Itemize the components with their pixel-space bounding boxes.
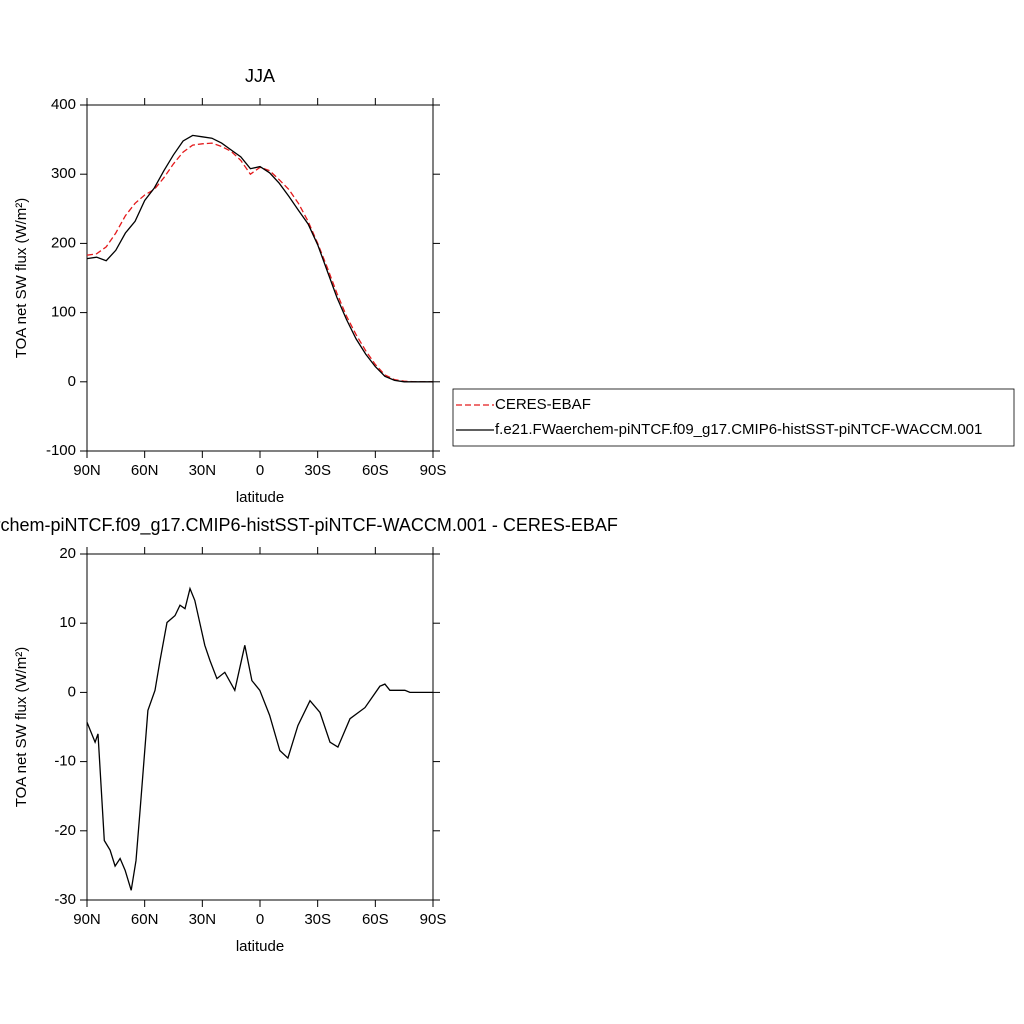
- x-tick-label: 90N: [73, 462, 101, 479]
- x-tick-label: 90S: [420, 911, 447, 928]
- legend-label: f.e21.FWaerchem-piNTCF.f09_g17.CMIP6-his…: [495, 421, 982, 438]
- data-line: [86, 134, 433, 383]
- legend-label: CERES-EBAF: [495, 396, 591, 413]
- plot-frame: [86, 553, 434, 901]
- y-tick-label: -20: [54, 822, 76, 839]
- y-tick-label: 300: [51, 165, 76, 182]
- y-tick-label: -10: [54, 753, 76, 770]
- x-tick-label: 90S: [420, 462, 447, 479]
- plot-frame: [86, 104, 434, 452]
- y-tick-label: 0: [68, 683, 76, 700]
- y-tick-label: 400: [51, 96, 76, 113]
- x-tick-label: 30S: [304, 911, 331, 928]
- x-axis-label: latitude: [236, 938, 284, 955]
- x-axis-label: latitude: [236, 489, 284, 506]
- x-tick-label: 60N: [131, 462, 159, 479]
- y-tick-label: 20: [59, 545, 76, 562]
- y-tick-label: -100: [46, 442, 76, 459]
- x-tick-label: 60S: [362, 462, 389, 479]
- x-tick-label: 60N: [131, 911, 159, 928]
- y-axis-label: TOA net SW flux (W/m²): [13, 198, 30, 359]
- x-tick-label: 0: [256, 911, 264, 928]
- chart-title: JJA: [245, 66, 275, 86]
- y-tick-label: 100: [51, 304, 76, 321]
- y-tick-label: 10: [59, 614, 76, 631]
- y-tick-label: 200: [51, 234, 76, 251]
- data-line: [86, 142, 433, 383]
- x-tick-label: 30S: [304, 462, 331, 479]
- x-tick-label: 60S: [362, 911, 389, 928]
- x-tick-label: 30N: [189, 911, 217, 928]
- legend-box: [452, 388, 1015, 447]
- chart-title: f.e21.FWaerchem-piNTCF.f09_g17.CMIP6-his…: [0, 515, 618, 536]
- x-tick-label: 0: [256, 462, 264, 479]
- data-line: [86, 586, 433, 891]
- y-axis-label: TOA net SW flux (W/m²): [13, 647, 30, 808]
- y-tick-label: -30: [54, 891, 76, 908]
- x-tick-label: 90N: [73, 911, 101, 928]
- y-tick-label: 0: [68, 373, 76, 390]
- x-tick-label: 30N: [189, 462, 217, 479]
